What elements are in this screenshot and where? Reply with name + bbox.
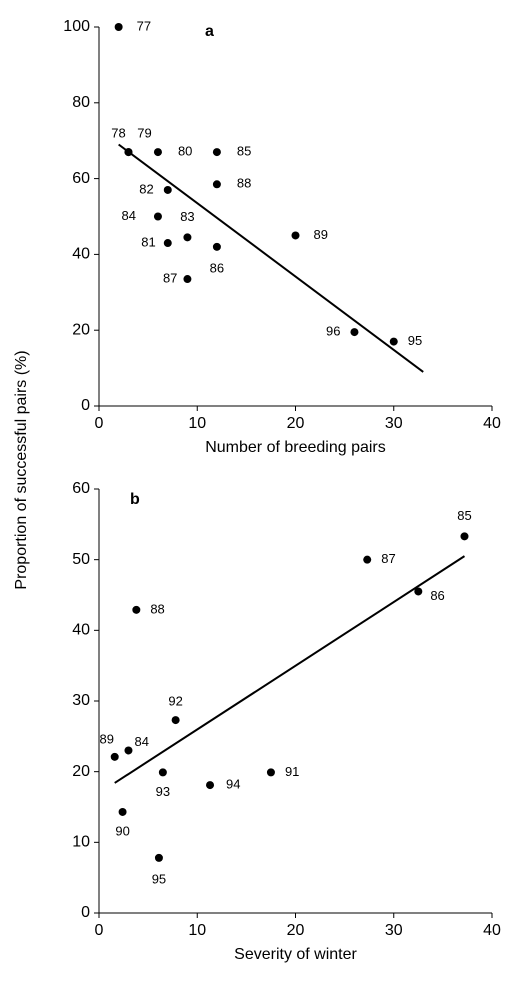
x-axis-label: Number of breeding pairs — [205, 439, 386, 456]
y-tick-label: 30 — [72, 692, 90, 709]
y-tick-label: 60 — [72, 170, 90, 187]
point-label: 87 — [163, 270, 177, 285]
data-point — [212, 242, 221, 251]
point-label: 93 — [156, 784, 170, 799]
data-point — [124, 148, 133, 157]
data-point — [171, 716, 180, 725]
point-label: 89 — [314, 227, 328, 242]
data-point — [460, 532, 469, 541]
x-tick-label: 20 — [287, 922, 305, 939]
y-axis-label: Proportion of successful pairs (%) — [13, 350, 30, 589]
panel-label: a — [205, 23, 214, 40]
panel-label: b — [130, 491, 140, 508]
y-tick-label: 100 — [63, 18, 90, 35]
point-label: 87 — [381, 551, 395, 566]
data-point — [114, 23, 123, 31]
point-label: 77 — [137, 18, 151, 33]
point-label: 90 — [115, 823, 129, 838]
data-point — [183, 275, 192, 284]
data-point — [183, 233, 192, 242]
y-tick-label: 40 — [72, 246, 90, 263]
point-label: 84 — [121, 208, 135, 223]
data-point — [163, 239, 172, 248]
point-label: 89 — [99, 731, 113, 746]
point-label: 88 — [150, 601, 164, 616]
x-tick-label: 10 — [188, 415, 206, 432]
data-point — [124, 746, 133, 755]
data-point — [154, 853, 163, 862]
data-point — [132, 605, 141, 614]
point-label: 85 — [237, 144, 251, 159]
point-label: 82 — [139, 181, 153, 196]
data-point — [206, 781, 215, 790]
x-tick-label: 40 — [483, 922, 501, 939]
point-label: 95 — [408, 333, 422, 348]
x-tick-label: 0 — [95, 922, 104, 939]
point-label: 81 — [141, 234, 155, 249]
y-tick-label: 20 — [72, 763, 90, 780]
x-tick-label: 40 — [483, 415, 501, 432]
data-point — [266, 768, 275, 777]
y-tick-label: 60 — [72, 480, 90, 497]
x-tick-label: 30 — [385, 415, 403, 432]
y-tick-label: 20 — [72, 321, 90, 338]
point-label: 91 — [285, 764, 299, 779]
data-point — [153, 148, 162, 157]
point-label: 85 — [457, 508, 471, 523]
point-label: 80 — [178, 144, 192, 159]
x-axis-label: Severity of winter — [234, 946, 357, 963]
x-tick-label: 10 — [188, 922, 206, 939]
data-point — [414, 587, 423, 596]
point-label: 88 — [237, 176, 251, 191]
y-tick-label: 80 — [72, 94, 90, 111]
data-point — [389, 337, 398, 346]
y-tick-label: 40 — [72, 622, 90, 639]
data-point — [118, 807, 127, 816]
point-label: 95 — [152, 871, 166, 886]
data-point — [363, 555, 372, 564]
data-point — [163, 185, 172, 194]
data-point — [153, 212, 162, 221]
data-point — [291, 231, 300, 240]
data-point — [350, 328, 359, 337]
y-tick-label: 50 — [72, 551, 90, 568]
x-tick-label: 20 — [287, 415, 305, 432]
point-label: 84 — [134, 734, 148, 749]
y-tick-label: 0 — [81, 904, 90, 921]
point-label: 78 — [111, 126, 125, 141]
point-label: 86 — [210, 260, 224, 275]
trend-line — [118, 143, 424, 373]
data-point — [212, 180, 221, 189]
trend-line — [114, 555, 466, 784]
point-label: 86 — [430, 588, 444, 603]
point-label: 94 — [226, 777, 240, 792]
data-point — [158, 768, 167, 777]
point-label: 79 — [137, 126, 151, 141]
data-point — [110, 752, 119, 761]
x-tick-label: 0 — [95, 415, 104, 432]
data-point — [212, 148, 221, 157]
point-label: 96 — [326, 324, 340, 339]
y-tick-label: 0 — [81, 397, 90, 414]
point-label: 83 — [180, 209, 194, 224]
point-label: 92 — [168, 694, 182, 709]
y-tick-label: 10 — [72, 834, 90, 851]
x-tick-label: 30 — [385, 922, 403, 939]
